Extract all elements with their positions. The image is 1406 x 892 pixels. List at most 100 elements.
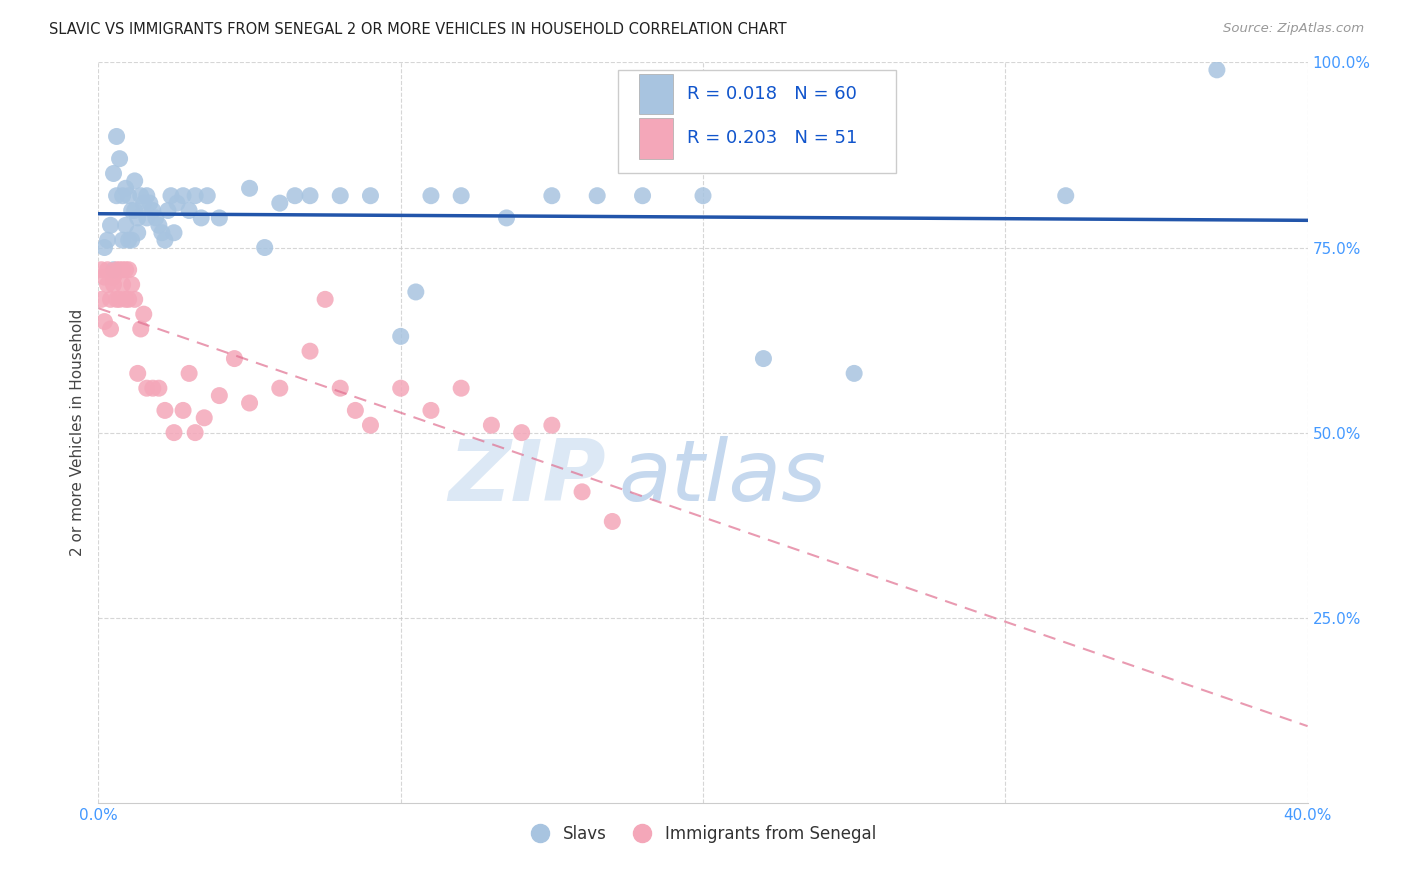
Point	[121, 233, 143, 247]
Point	[90, 293, 112, 307]
Point	[103, 277, 125, 292]
Point	[132, 196, 155, 211]
Point	[405, 285, 427, 299]
Point	[1054, 188, 1077, 202]
Point	[105, 262, 128, 277]
Point	[142, 203, 165, 218]
Point	[314, 293, 336, 307]
Point	[93, 270, 115, 285]
Point	[108, 262, 131, 277]
Point	[139, 196, 162, 211]
Point	[135, 381, 157, 395]
Point	[96, 277, 118, 292]
Point	[299, 188, 322, 202]
Point	[105, 129, 128, 144]
FancyBboxPatch shape	[638, 118, 673, 159]
Point	[100, 322, 122, 336]
Point	[145, 211, 167, 225]
Point	[752, 351, 775, 366]
Point	[124, 203, 146, 218]
Text: R = 0.203   N = 51: R = 0.203 N = 51	[688, 129, 858, 147]
Point	[481, 418, 503, 433]
Text: ZIP: ZIP	[449, 435, 606, 518]
Point	[114, 219, 136, 233]
Point	[96, 233, 118, 247]
Point	[127, 226, 149, 240]
Point	[631, 188, 654, 202]
Point	[129, 188, 152, 202]
Point	[193, 410, 215, 425]
Point	[190, 211, 212, 225]
Point	[224, 351, 246, 366]
Point	[124, 293, 146, 307]
Point	[111, 233, 134, 247]
Y-axis label: 2 or more Vehicles in Household: 2 or more Vehicles in Household	[69, 309, 84, 557]
Point	[239, 396, 262, 410]
Point	[450, 381, 472, 395]
Point	[450, 188, 472, 202]
Point	[195, 188, 218, 202]
Point	[121, 277, 143, 292]
Text: Source: ZipAtlas.com: Source: ZipAtlas.com	[1223, 22, 1364, 36]
Point	[105, 188, 128, 202]
Point	[153, 233, 176, 247]
Point	[329, 381, 352, 395]
Point	[163, 425, 186, 440]
Point	[96, 262, 118, 277]
Point	[111, 262, 134, 277]
Text: R = 0.018   N = 60: R = 0.018 N = 60	[688, 85, 858, 103]
Point	[103, 270, 125, 285]
Point	[93, 314, 115, 328]
Point	[90, 262, 112, 277]
Point	[420, 188, 443, 202]
Point	[105, 293, 128, 307]
Point	[118, 188, 141, 202]
Point	[586, 188, 609, 202]
Point	[269, 196, 291, 211]
Point	[179, 203, 201, 218]
Point	[148, 381, 170, 395]
Point	[135, 211, 157, 225]
Point	[172, 188, 194, 202]
Point	[166, 196, 188, 211]
Point	[108, 152, 131, 166]
Point	[127, 367, 149, 381]
Point	[179, 367, 201, 381]
Point	[844, 367, 866, 381]
Point	[100, 293, 122, 307]
FancyBboxPatch shape	[619, 70, 897, 173]
Point	[153, 403, 176, 417]
Point	[540, 188, 562, 202]
Point	[172, 403, 194, 417]
Point	[329, 188, 352, 202]
Point	[135, 188, 157, 202]
Point	[571, 484, 593, 499]
Point	[150, 226, 173, 240]
Point	[163, 226, 186, 240]
Point	[360, 418, 382, 433]
Point	[142, 381, 165, 395]
Point	[118, 233, 141, 247]
Point	[420, 403, 443, 417]
Point	[108, 293, 131, 307]
Point	[127, 211, 149, 225]
Point	[184, 425, 207, 440]
Point	[118, 262, 141, 277]
Point	[510, 425, 533, 440]
Point	[93, 240, 115, 255]
Point	[495, 211, 517, 225]
Point	[103, 262, 125, 277]
Point	[114, 262, 136, 277]
Point	[160, 188, 183, 202]
Point	[111, 188, 134, 202]
Point	[184, 188, 207, 202]
Point	[389, 381, 412, 395]
Point	[132, 307, 155, 321]
Point	[344, 403, 367, 417]
Point	[208, 388, 231, 402]
Point	[540, 418, 562, 433]
Point	[299, 344, 322, 359]
Point	[692, 188, 714, 202]
Point	[269, 381, 291, 395]
Point	[239, 181, 262, 195]
